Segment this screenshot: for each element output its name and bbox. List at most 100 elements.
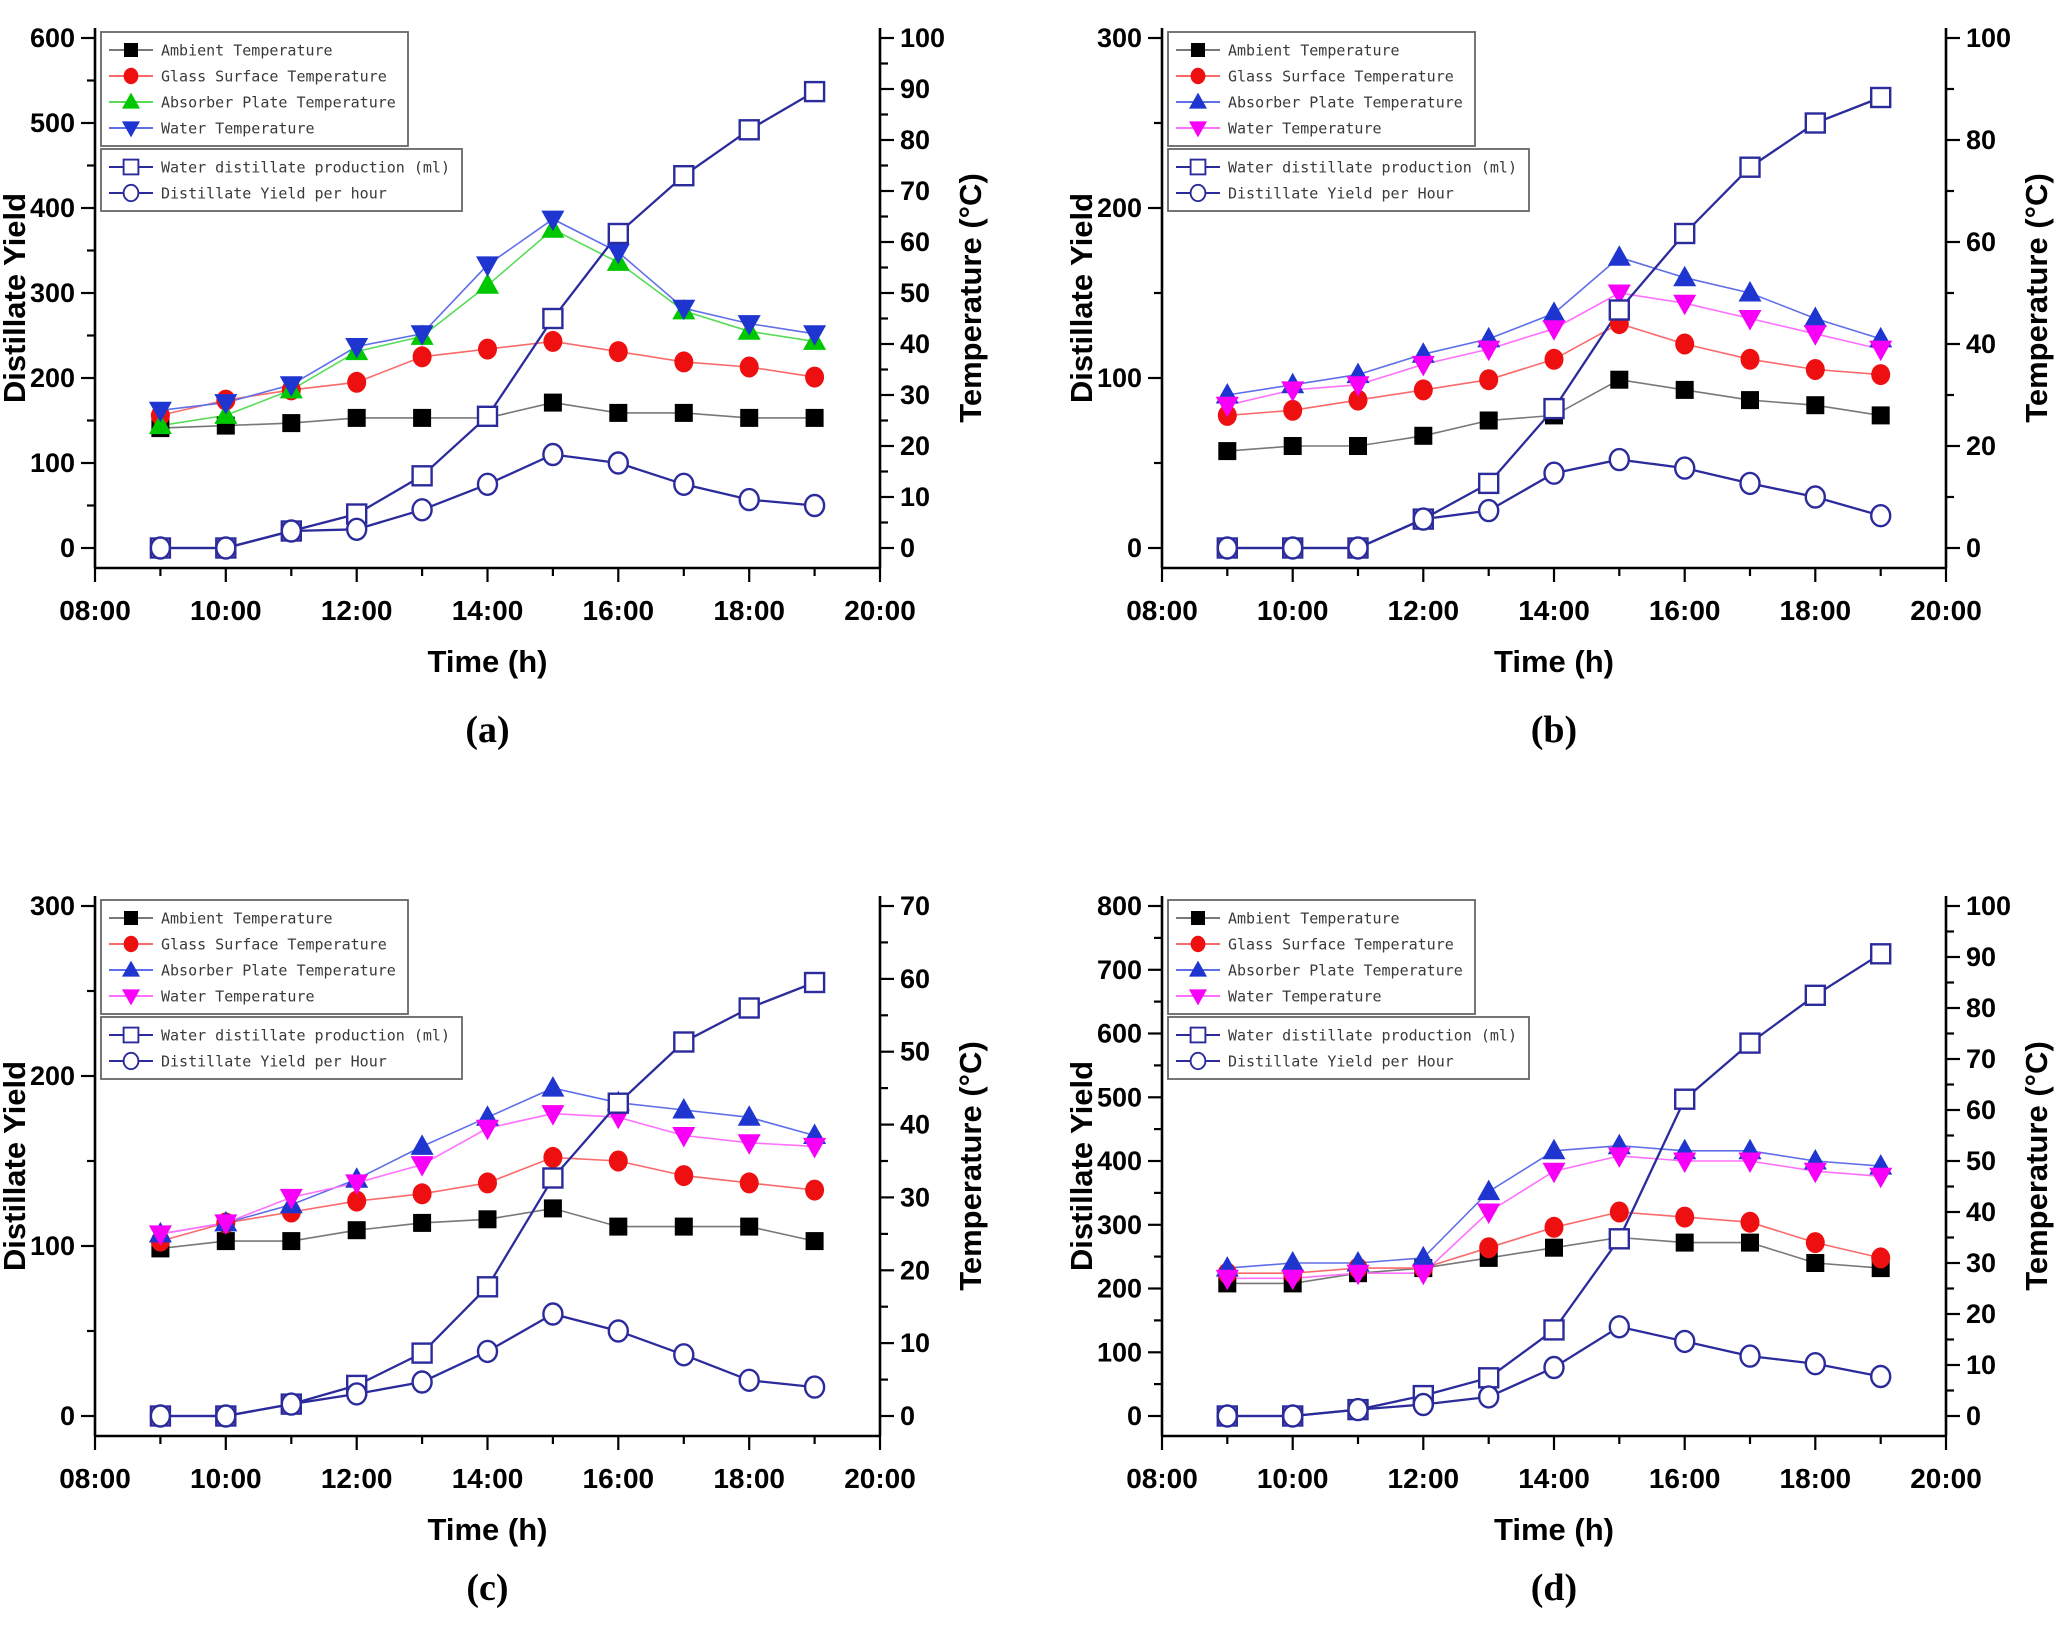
panel-c: 0 100 200 300 0 10 20 30 40 50 60 70 08:00 10:00 12:00… <box>0 818 1033 1635</box>
svg-text:0: 0 <box>1966 533 1981 563</box>
svg-text:200: 200 <box>30 1061 75 1091</box>
svg-text:60: 60 <box>900 964 930 994</box>
svg-text:20:00: 20:00 <box>844 595 916 626</box>
svg-text:20:00: 20:00 <box>1910 1463 1982 1494</box>
svg-text:100: 100 <box>1097 363 1142 393</box>
svg-text:0: 0 <box>60 1401 75 1431</box>
svg-text:16:00: 16:00 <box>1649 1463 1721 1494</box>
svg-text:0: 0 <box>60 533 75 563</box>
svg-text:Distillate Yield: Distillate Yield <box>1064 193 1099 403</box>
svg-text:80: 80 <box>1966 993 1996 1023</box>
svg-text:40: 40 <box>1966 1197 1996 1227</box>
svg-text:200: 200 <box>30 363 75 393</box>
svg-text:100: 100 <box>30 1231 75 1261</box>
svg-text:90: 90 <box>900 74 930 104</box>
svg-text:80: 80 <box>900 125 930 155</box>
svg-text:Glass Surface Temperature: Glass Surface Temperature <box>1228 68 1454 86</box>
svg-text:Water Temperature: Water Temperature <box>1228 120 1382 138</box>
svg-text:Absorber Plate Temperature: Absorber Plate Temperature <box>1228 962 1463 980</box>
svg-text:100: 100 <box>1966 23 2011 53</box>
svg-text:Temperature (°C): Temperature (°C) <box>953 173 988 423</box>
svg-text:20:00: 20:00 <box>844 1463 916 1494</box>
svg-text:100: 100 <box>30 448 75 478</box>
svg-text:10:00: 10:00 <box>1257 595 1329 626</box>
svg-text:200: 200 <box>1097 1274 1142 1304</box>
svg-text:Water distillate production (m: Water distillate production (ml) <box>161 159 450 177</box>
svg-text:08:00: 08:00 <box>59 595 131 626</box>
svg-text:20: 20 <box>900 431 930 461</box>
svg-text:10:00: 10:00 <box>190 1463 262 1494</box>
svg-text:Distillate Yield: Distillate Yield <box>0 193 32 403</box>
svg-text:(c): (c) <box>466 1567 508 1609</box>
svg-text:40: 40 <box>900 1110 930 1140</box>
svg-text:500: 500 <box>30 108 75 138</box>
svg-text:20: 20 <box>1966 1299 1996 1329</box>
svg-text:Absorber Plate Temperature: Absorber Plate Temperature <box>161 94 396 112</box>
svg-text:70: 70 <box>1966 1044 1996 1074</box>
svg-text:Ambient Temperature: Ambient Temperature <box>1228 910 1400 928</box>
svg-text:Distillate Yield: Distillate Yield <box>0 1061 32 1271</box>
svg-text:60: 60 <box>1966 227 1996 257</box>
svg-text:200: 200 <box>1097 193 1142 223</box>
svg-text:12:00: 12:00 <box>1388 595 1460 626</box>
svg-text:Water distillate production (m: Water distillate production (ml) <box>161 1027 450 1045</box>
svg-text:20: 20 <box>1966 431 1996 461</box>
panel-d-chart: 0 100 200 300 400 500 600 700 800 0 10 20 30 40 50 60 70… <box>1064 891 2054 1609</box>
svg-text:(d): (d) <box>1531 1567 1577 1609</box>
svg-text:Time (h): Time (h) <box>428 644 548 679</box>
svg-text:300: 300 <box>1097 23 1142 53</box>
svg-text:0: 0 <box>1127 1401 1142 1431</box>
svg-text:14:00: 14:00 <box>1518 595 1590 626</box>
svg-text:12:00: 12:00 <box>321 595 393 626</box>
svg-text:12:00: 12:00 <box>1388 1463 1460 1494</box>
svg-text:Ambient Temperature: Ambient Temperature <box>161 910 333 928</box>
svg-text:800: 800 <box>1097 891 1142 921</box>
svg-text:Water distillate production (m: Water distillate production (ml) <box>1228 159 1517 177</box>
svg-text:14:00: 14:00 <box>452 1463 524 1494</box>
svg-text:(a): (a) <box>465 709 509 751</box>
svg-text:80: 80 <box>1966 125 1996 155</box>
panel-d: 0 100 200 300 400 500 600 700 800 0 10 20 30 40 50 60 70… <box>1034 818 2067 1635</box>
svg-text:70: 70 <box>900 891 930 921</box>
svg-text:18:00: 18:00 <box>1780 1463 1852 1494</box>
svg-text:Glass Surface Temperature: Glass Surface Temperature <box>1228 936 1454 954</box>
svg-text:50: 50 <box>900 278 930 308</box>
svg-text:0: 0 <box>900 533 915 563</box>
svg-text:100: 100 <box>900 23 945 53</box>
svg-text:14:00: 14:00 <box>452 595 524 626</box>
svg-text:Absorber Plate Temperature: Absorber Plate Temperature <box>161 962 396 980</box>
svg-text:400: 400 <box>1097 1146 1142 1176</box>
svg-text:300: 300 <box>30 891 75 921</box>
svg-text:Absorber Plate Temperature: Absorber Plate Temperature <box>1228 94 1463 112</box>
svg-text:18:00: 18:00 <box>1780 595 1852 626</box>
svg-text:Water Temperature: Water Temperature <box>161 120 315 138</box>
panel-a: 0 100 200 300 400 500 600 0 10 20 30 40 50 60 70 80 90 10… <box>0 0 1033 817</box>
panel-a-chart: 0 100 200 300 400 500 600 0 10 20 30 40 50 60 70 80 90 10… <box>0 23 988 751</box>
svg-text:40: 40 <box>900 329 930 359</box>
svg-text:Time (h): Time (h) <box>1494 644 1614 679</box>
svg-text:600: 600 <box>1097 1019 1142 1049</box>
svg-text:30: 30 <box>900 380 930 410</box>
svg-text:10: 10 <box>900 1328 930 1358</box>
svg-text:30: 30 <box>1966 1248 1996 1278</box>
svg-text:12:00: 12:00 <box>321 1463 393 1494</box>
svg-text:Temperature (°C): Temperature (°C) <box>953 1041 988 1291</box>
svg-text:14:00: 14:00 <box>1518 1463 1590 1494</box>
svg-text:Temperature (°C): Temperature (°C) <box>2019 173 2054 423</box>
svg-text:20:00: 20:00 <box>1910 595 1982 626</box>
svg-text:Temperature (°C): Temperature (°C) <box>2019 1041 2054 1291</box>
svg-text:0: 0 <box>900 1401 915 1431</box>
svg-text:20: 20 <box>900 1255 930 1285</box>
svg-text:18:00: 18:00 <box>713 595 785 626</box>
svg-text:08:00: 08:00 <box>59 1463 131 1494</box>
svg-text:Distillate Yield per Hour: Distillate Yield per Hour <box>1228 1053 1454 1071</box>
svg-text:Water distillate production (m: Water distillate production (ml) <box>1228 1027 1517 1045</box>
svg-text:0: 0 <box>1127 533 1142 563</box>
svg-text:300: 300 <box>30 278 75 308</box>
svg-text:Distillate Yield: Distillate Yield <box>1064 1061 1099 1271</box>
svg-text:500: 500 <box>1097 1082 1142 1112</box>
svg-text:18:00: 18:00 <box>713 1463 785 1494</box>
svg-text:Time (h): Time (h) <box>428 1512 548 1547</box>
svg-text:16:00: 16:00 <box>1649 595 1721 626</box>
